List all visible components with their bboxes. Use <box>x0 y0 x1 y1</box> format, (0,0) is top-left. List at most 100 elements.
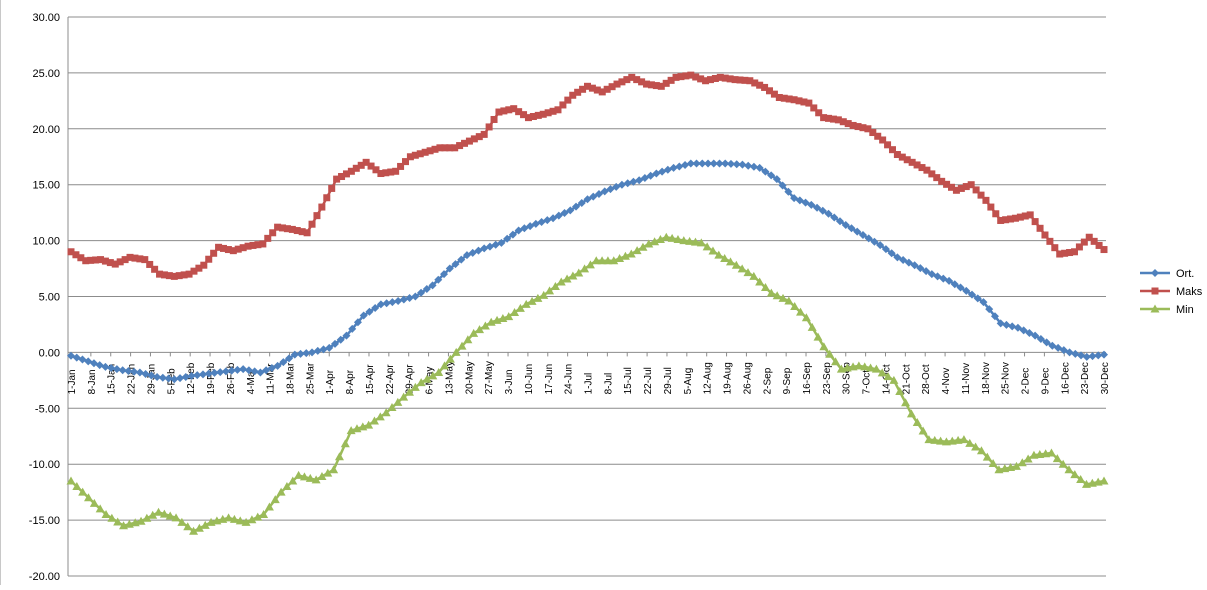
data-point-ort <box>198 370 207 379</box>
data-point-ort <box>738 160 747 169</box>
data-point-maks <box>549 107 557 115</box>
data-point-ort <box>876 241 885 250</box>
data-point-ort <box>824 209 833 218</box>
data-point-maks <box>569 91 577 99</box>
data-point-maks <box>982 196 990 204</box>
data-point-maks <box>1075 243 1083 251</box>
data-point-min <box>766 288 776 297</box>
data-point-maks <box>229 247 237 255</box>
data-point-ort <box>1071 349 1080 358</box>
x-tick-label: 5-Aug <box>683 368 694 395</box>
data-point-min <box>165 511 175 520</box>
data-point-maks <box>539 110 547 118</box>
data-point-ort <box>813 203 822 212</box>
data-point-maks <box>352 164 360 172</box>
y-axis: 30.00 25.00 20.00 15.00 10.00 5.00 0.00 -5.00 -1… <box>29 12 69 583</box>
data-point-min <box>527 296 537 305</box>
data-point-min <box>813 332 823 341</box>
data-point-maks <box>1016 213 1024 221</box>
data-point-maks <box>401 158 409 166</box>
data-point-ort <box>1042 338 1051 347</box>
data-point-ort <box>325 343 334 352</box>
data-point-min <box>142 513 152 522</box>
data-point-ort <box>807 200 816 209</box>
data-point-ort <box>858 231 867 240</box>
data-point-ort <box>204 369 213 378</box>
data-point-maks <box>406 153 414 161</box>
data-point-maks <box>1041 231 1049 239</box>
data-point-min <box>282 482 292 491</box>
data-point-ort <box>302 349 311 358</box>
data-point-ort <box>1019 326 1028 335</box>
data-point-maks <box>283 225 291 233</box>
x-tick-label: 24-Jun <box>564 364 575 395</box>
data-point-min <box>883 372 893 381</box>
data-point-min <box>965 438 975 447</box>
data-point-min <box>463 335 473 344</box>
data-point-maks <box>1036 224 1044 232</box>
data-point-maks <box>441 144 449 152</box>
data-point-ort <box>853 227 862 236</box>
data-point-ort <box>112 365 121 374</box>
data-point-ort <box>434 275 443 284</box>
data-point-maks <box>815 109 823 117</box>
x-tick-label: 9-Dec <box>1040 368 1051 395</box>
data-point-min <box>177 517 187 526</box>
x-tick-label: 29-Apr <box>405 364 416 395</box>
data-point-ort <box>244 366 253 375</box>
data-point-min <box>638 242 648 251</box>
data-point-min <box>1070 470 1080 479</box>
data-point-min <box>778 293 788 302</box>
data-point-maks <box>844 120 852 128</box>
data-point-min <box>224 513 234 522</box>
data-point-ort <box>158 373 167 382</box>
data-point-min <box>305 473 315 482</box>
data-point-maks <box>874 132 882 140</box>
data-point-ort <box>130 367 139 376</box>
data-point-min <box>159 509 169 518</box>
data-point-min <box>317 471 327 480</box>
data-point-min <box>113 517 123 526</box>
data-point-maks <box>338 173 346 181</box>
data-point-maks <box>775 93 783 101</box>
data-point-maks <box>436 144 444 152</box>
data-point-ort <box>290 350 299 359</box>
data-point-ort <box>176 374 185 383</box>
data-point-maks <box>136 255 144 263</box>
data-point-ort <box>1088 352 1097 361</box>
data-point-maks <box>869 129 877 137</box>
data-point-ort <box>681 160 690 169</box>
data-point-min <box>696 238 706 247</box>
data-point-maks <box>165 272 173 280</box>
data-point-ort <box>308 348 317 357</box>
data-point-ort <box>422 285 431 294</box>
data-point-maks <box>106 259 114 267</box>
data-point-maks <box>259 240 267 248</box>
data-point-maks <box>731 76 739 84</box>
data-point-min <box>871 364 881 373</box>
data-point-ort <box>847 224 856 233</box>
data-point-ort <box>698 159 707 168</box>
data-point-min <box>381 408 391 417</box>
data-point-min <box>329 465 339 474</box>
legend-label-maks: Maks <box>1176 286 1203 298</box>
data-point-ort <box>348 324 357 333</box>
data-point-min <box>930 435 940 444</box>
data-point-maks <box>279 224 287 232</box>
data-point-maks <box>156 270 164 278</box>
data-point-maks <box>244 242 252 250</box>
data-point-maks <box>357 161 365 169</box>
data-point-maks <box>465 137 473 145</box>
data-point-min <box>469 328 479 337</box>
data-point-maks <box>101 257 109 265</box>
data-point-ort <box>893 253 902 262</box>
data-point-maks <box>480 130 488 138</box>
x-tick-label: 8-Jul <box>603 373 614 395</box>
data-point-maks <box>1011 214 1019 222</box>
data-point-min <box>247 515 257 524</box>
data-point-min <box>457 341 467 350</box>
data-point-min <box>924 435 934 444</box>
data-point-maks <box>293 227 301 235</box>
data-point-min <box>72 482 82 491</box>
